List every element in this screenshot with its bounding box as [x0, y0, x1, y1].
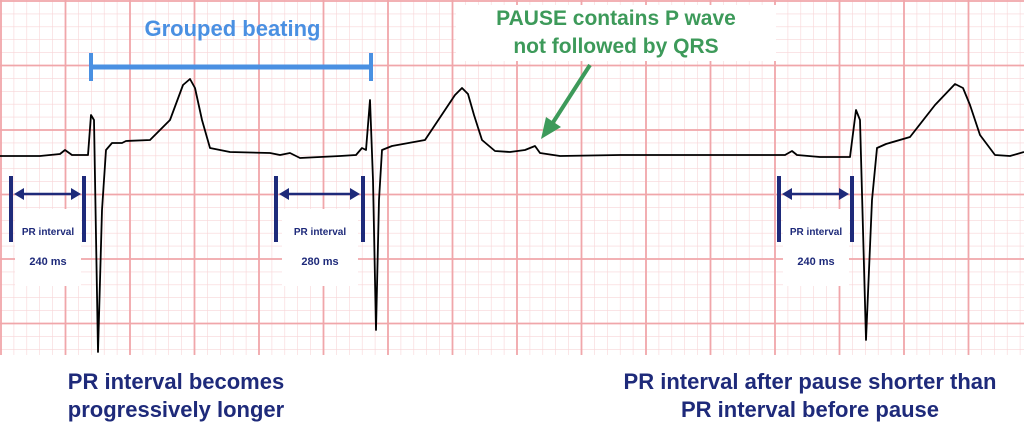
pr-interval-value: 240 ms	[797, 256, 835, 268]
ecg-trace	[0, 78, 1024, 353]
pause-note: PAUSE contains P wave not followed by QR…	[456, 5, 776, 61]
pr-bracket-1	[9, 176, 86, 242]
pr-interval-label-2: PR interval 280 ms	[282, 209, 358, 286]
caption-right: PR interval after pause shorter than PR …	[623, 369, 997, 422]
pr-bracket-3	[777, 176, 854, 242]
pr-interval-value: 240 ms	[29, 256, 67, 268]
caption-left: PR interval becomes progressively longer	[67, 369, 285, 422]
pr-interval-value: 280 ms	[301, 256, 339, 268]
pr-interval-label-1: PR interval 240 ms	[15, 209, 81, 286]
grouped-beating-label: Grouped beating	[144, 16, 321, 41]
pr-interval-title: PR interval	[293, 227, 347, 238]
pr-interval-label-3: PR interval 240 ms	[783, 209, 849, 286]
pr-interval-title: PR interval	[789, 227, 843, 238]
pr-bracket-2	[274, 176, 365, 242]
grouped-beating-bracket	[89, 53, 373, 81]
pr-interval-title: PR interval	[21, 227, 75, 238]
pause-arrow	[541, 63, 592, 139]
